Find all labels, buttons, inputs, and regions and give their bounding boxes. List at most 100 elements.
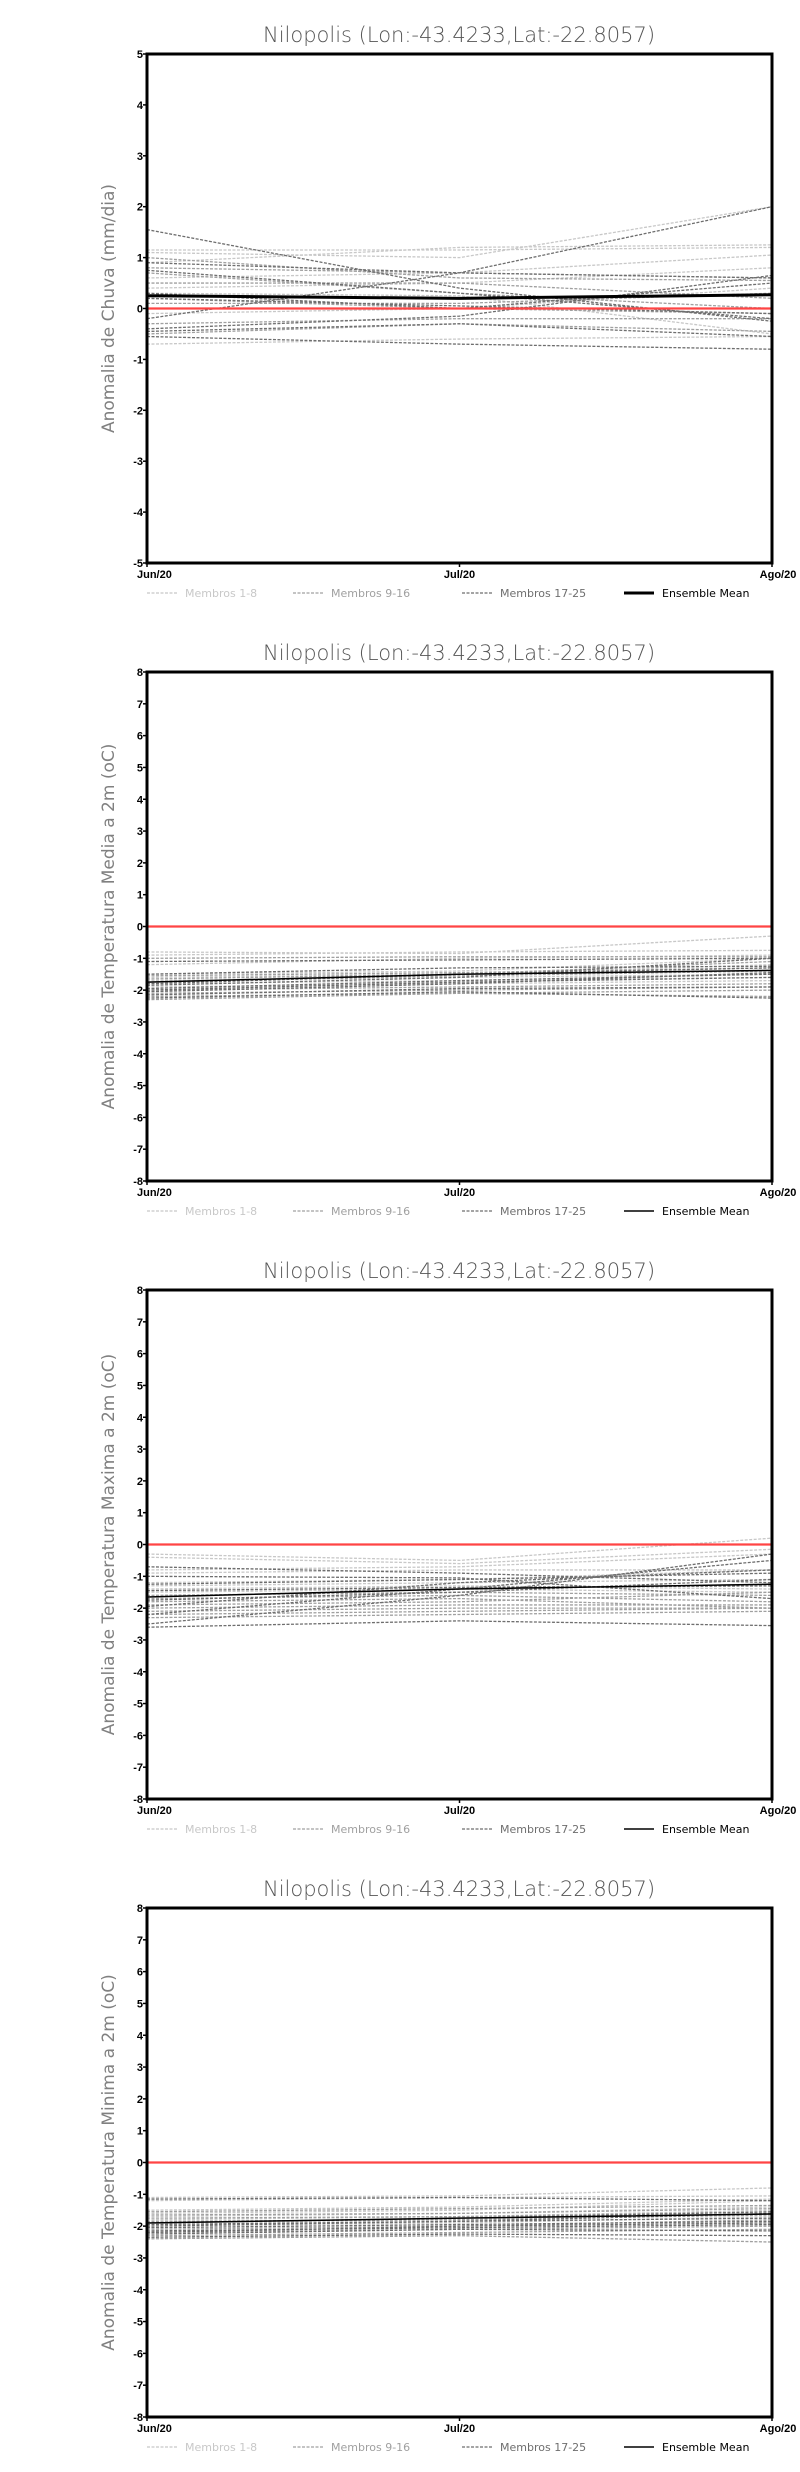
chart-title: Nilopolis (Lon:-43.4233,Lat:-22.8057)	[263, 1877, 655, 1901]
member-line-20	[146, 1569, 773, 1608]
member-line-4	[146, 254, 773, 279]
y-tick-label: -1	[133, 2189, 143, 2201]
member-line-2	[146, 1548, 773, 1565]
member-line-1	[147, 246, 773, 251]
y-tick-label: -3	[133, 1017, 143, 1029]
x-tick-label: Jun/20	[137, 569, 172, 581]
chart-panel-4: Nilopolis (Lon:-43.4233,Lat:-22.8057) Ano…	[0, 1854, 800, 2472]
member-line-7	[146, 287, 773, 315]
y-tick-label: 8	[137, 667, 143, 679]
y-tick-label: -3	[133, 1635, 143, 1647]
y-tick-label: -6	[133, 1730, 143, 1742]
member-line-18	[146, 2220, 773, 2229]
member-line-22	[146, 957, 773, 963]
member-line-24	[146, 274, 773, 330]
member-line-18	[146, 1553, 773, 1625]
y-tick-label: 5	[137, 762, 143, 774]
y-axis-label: Anomalia de Temperatura Maxima a 2m (oC)	[99, 1354, 119, 1736]
member-line-15	[146, 2211, 773, 2219]
member-line-22	[146, 1585, 773, 1592]
x-tick-label: Ago/20	[760, 1187, 797, 1199]
y-tick-label: -7	[133, 1762, 143, 1774]
y-tick-label: -4	[133, 1049, 144, 1061]
member-line-17	[146, 1620, 773, 1628]
legend-label-1: Membros 1-8	[185, 587, 257, 600]
x-tick-label: Jul/20	[444, 569, 475, 581]
y-tick-label: -5	[133, 1081, 143, 1093]
member-line-19	[146, 1559, 773, 1616]
x-tick-label: Ago/20	[760, 1805, 797, 1817]
member-line-14	[146, 2207, 773, 2216]
y-tick-label: 4	[137, 1412, 144, 1424]
y-tick-label: -3	[133, 456, 143, 468]
member-line-19	[146, 262, 773, 279]
ensemble-mean-line	[146, 1583, 773, 1598]
x-tick-label: Ago/20	[760, 2423, 797, 2435]
y-tick-label: 7	[137, 1935, 143, 1947]
member-line-20	[146, 986, 773, 996]
member-line-13	[146, 2204, 773, 2213]
y-tick-label: 0	[137, 304, 143, 316]
ensemble-mean-line	[146, 969, 773, 983]
y-tick-label: 1	[137, 890, 143, 902]
y-tick-label: 1	[137, 253, 143, 265]
y-tick-label: 2	[137, 202, 143, 214]
y-tick-label: 3	[137, 1444, 143, 1456]
legend-label-1: Membros 1-8	[185, 1205, 257, 1218]
chart-svg: Nilopolis (Lon:-43.4233,Lat:-22.8057) Ano…	[99, 641, 797, 1218]
member-line-3	[146, 2198, 773, 2211]
y-tick-label: 0	[137, 922, 143, 934]
legend-label-4: Ensemble Mean	[662, 587, 749, 600]
chart-svg: Nilopolis (Lon:-43.4233,Lat:-22.8057) Ano…	[99, 23, 797, 600]
member-line-13	[146, 956, 772, 959]
member-line-24	[146, 976, 773, 991]
member-line-13	[146, 256, 773, 282]
chart-panel-2: Nilopolis (Lon:-43.4233,Lat:-22.8057) Ano…	[0, 618, 800, 1236]
legend-label-3: Membros 17-25	[500, 2441, 586, 2454]
y-tick-label: 6	[137, 731, 143, 743]
legend: Membros 1-8 Membros 9-16 Membros 17-25 Ense…	[147, 2441, 749, 2454]
member-line-17	[146, 957, 773, 987]
member-line-3	[146, 244, 773, 264]
ensemble-mean-line	[146, 293, 773, 300]
member-line-11	[146, 2228, 773, 2237]
chart-panel-3: Nilopolis (Lon:-43.4233,Lat:-22.8057) Ano…	[0, 1236, 800, 1854]
member-line-6	[146, 335, 773, 345]
legend-label-2: Membros 9-16	[331, 587, 410, 600]
y-tick-label: -5	[133, 1699, 143, 1711]
legend-label-2: Membros 9-16	[331, 1205, 410, 1218]
member-line-20	[146, 2228, 773, 2235]
y-tick-label: 6	[137, 1967, 143, 1979]
x-tick-label: Jul/20	[444, 1187, 475, 1199]
member-line-25	[146, 297, 773, 315]
member-line-21	[146, 1578, 773, 1601]
ensemble-mean-line	[146, 2213, 773, 2224]
chart-svg: Nilopolis (Lon:-43.4233,Lat:-22.8057) Ano…	[99, 1259, 797, 1836]
member-line-4	[146, 1569, 772, 1574]
legend-label-3: Membros 17-25	[500, 1205, 586, 1218]
x-tick-label: Ago/20	[760, 569, 797, 581]
legend-label-1: Membros 1-8	[185, 2441, 257, 2454]
legend-label-2: Membros 9-16	[331, 1823, 410, 1836]
y-tick-label: 2	[137, 858, 143, 870]
y-tick-label: -4	[133, 1667, 144, 1679]
member-line-1	[146, 1537, 773, 1562]
y-tick-label: -2	[133, 405, 143, 417]
member-line-22	[146, 2196, 773, 2202]
y-tick-label: -5	[133, 558, 143, 570]
member-line-14	[146, 967, 773, 977]
member-line-15	[146, 318, 772, 325]
y-tick-label: 3	[137, 151, 143, 163]
x-tick-label: Jul/20	[444, 1805, 475, 1817]
member-line-23	[146, 1572, 773, 1585]
y-tick-label: 4	[137, 100, 144, 112]
y-tick-label: -1	[133, 1571, 143, 1583]
member-line-1	[146, 935, 773, 955]
member-line-19	[146, 971, 773, 993]
y-tick-label: 8	[137, 1285, 143, 1297]
y-axis-label: Anomalia de Temperatura Media a 2m (oC)	[99, 744, 119, 1110]
legend-label-4: Ensemble Mean	[662, 2441, 749, 2454]
y-tick-label: 7	[137, 699, 143, 711]
member-line-23	[146, 269, 773, 320]
